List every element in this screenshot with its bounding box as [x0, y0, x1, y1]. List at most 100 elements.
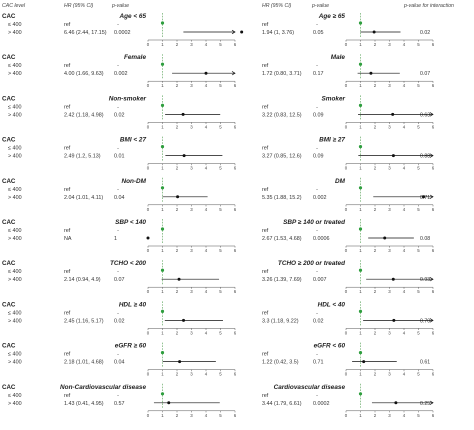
- panel-right: DM ref - 5.35 (1.88, 15.2) 0.002 0 1 2 3 4 5 6: [262, 177, 435, 212]
- x-tick-label: 4: [403, 124, 406, 129]
- estimate-point: [391, 277, 395, 281]
- x-tick-label: 2: [374, 207, 377, 212]
- cac-level-high: > 400: [8, 154, 22, 160]
- reference-point: [160, 186, 165, 190]
- header-hr-right: HR (95% CI): [262, 3, 292, 9]
- reference-point: [160, 103, 165, 107]
- x-tick-label: 1: [161, 248, 164, 253]
- p-cell: 0.09: [313, 154, 324, 160]
- x-tick-label: 0: [147, 413, 150, 418]
- x-tick-label: 2: [176, 413, 179, 418]
- cac-level-low: ≤ 400: [8, 352, 21, 358]
- panel-right: SBP ≥ 140 or treated ref - 2.67 (1.53, 4.68…: [262, 219, 435, 253]
- x-tick-label: 2: [374, 413, 377, 418]
- x-tick-label: 5: [219, 289, 222, 294]
- p-cell: 0.05: [313, 30, 324, 36]
- hr-cell-ref: ref: [262, 352, 269, 358]
- p-interaction-cell: 0.63: [420, 112, 430, 118]
- reference-point: [160, 392, 165, 396]
- x-tick-label: 3: [388, 166, 391, 171]
- header-p-right: p-value: [311, 3, 329, 9]
- reference-point: [160, 351, 165, 355]
- panel-left: Non-Cardiovascular disease ref - 1.43 (0.41…: [60, 383, 237, 418]
- x-tick-label: 4: [403, 166, 406, 171]
- estimate-point: [372, 30, 376, 34]
- forest-panels: CAC ≤ 400 > 400 0.02 Age < 65 ref - 6.46 (2.44,…: [2, 13, 435, 418]
- hr-cell: 2.49 (1.2, 5.13): [64, 154, 101, 160]
- cac-label: CAC: [2, 260, 16, 267]
- subgroup-label: SBP ≥ 140 or treated: [283, 219, 346, 226]
- reference-point: [358, 351, 363, 355]
- hr-cell-ref: ref: [262, 269, 269, 275]
- p-cell-ref: -: [117, 228, 119, 234]
- x-tick-label: 6: [432, 248, 435, 253]
- x-tick-label: 4: [403, 372, 406, 377]
- reference-point: [358, 309, 363, 313]
- p-cell-ref: -: [316, 393, 318, 399]
- x-tick-label: 6: [234, 124, 237, 129]
- x-tick-label: 6: [432, 413, 435, 418]
- hr-cell: 2.04 (1.01, 4.11): [64, 195, 103, 201]
- estimate-point: [146, 236, 150, 240]
- x-tick-label: 2: [176, 83, 179, 88]
- x-tick-label: 0: [147, 166, 150, 171]
- x-tick-label: 6: [234, 248, 237, 253]
- p-cell-ref: -: [117, 146, 119, 152]
- x-tick-label: 5: [219, 83, 222, 88]
- p-cell: 0.07: [114, 277, 125, 283]
- panel-right: TCHO ≥ 200 or treated ref - 3.26 (1.39, 7.6…: [262, 260, 435, 294]
- hr-cell-ref: ref: [262, 310, 269, 316]
- p-cell: 0.02: [114, 112, 125, 118]
- x-tick-label: 5: [219, 124, 222, 129]
- x-tick-label: 1: [359, 166, 362, 171]
- x-tick-label: 1: [359, 207, 362, 212]
- hr-cell: 2.67 (1.53, 4.68): [262, 236, 302, 242]
- x-tick-label: 2: [176, 124, 179, 129]
- x-tick-label: 2: [176, 248, 179, 253]
- forest-panel: CAC ≤ 400 > 400 0.63: [2, 95, 430, 118]
- x-tick-label: 6: [234, 166, 237, 171]
- cac-level-high: > 400: [8, 195, 22, 201]
- cac-label: CAC: [2, 178, 16, 185]
- cac-label: CAC: [2, 137, 16, 144]
- x-tick-label: 0: [345, 83, 348, 88]
- hr-cell-ref: ref: [64, 146, 71, 152]
- x-tick-label: 5: [417, 207, 420, 212]
- subgroup-label: eGFR ≥ 60: [115, 343, 147, 350]
- p-interaction-cell: 0.70: [420, 318, 430, 324]
- hr-cell-ref: ref: [262, 187, 269, 193]
- x-tick-label: 0: [345, 289, 348, 294]
- panel-left: eGFR ≥ 60 ref - 2.18 (1.01, 4.68) 0.04 0 1 2 3 4 5…: [64, 342, 237, 377]
- panel-left: Non-smoker ref - 2.42 (1.18, 4.98) 0.02 0 1 2 3 4…: [64, 95, 237, 129]
- x-tick-label: 5: [219, 248, 222, 253]
- estimate-point: [394, 401, 398, 405]
- x-tick-label: 4: [403, 42, 406, 47]
- subgroup-label: TCHO ≥ 200 or treated: [278, 260, 346, 267]
- p-cell: 0.04: [114, 195, 125, 201]
- x-tick-label: 5: [417, 166, 420, 171]
- estimate-point: [240, 30, 244, 34]
- x-tick-label: 3: [190, 124, 193, 129]
- x-tick-label: 6: [234, 83, 237, 88]
- reference-point: [160, 145, 165, 149]
- x-tick-label: 6: [432, 372, 435, 377]
- hr-cell-ref: ref: [262, 104, 269, 110]
- x-tick-label: 0: [147, 42, 150, 47]
- p-cell: 0.0006: [313, 236, 330, 242]
- reference-point: [358, 145, 363, 149]
- panel-left: HDL ≥ 40 ref - 2.45 (1.16, 5.17) 0.02 0 1 2 3 4 5 6: [64, 301, 237, 335]
- x-tick-label: 2: [176, 289, 179, 294]
- x-tick-label: 1: [359, 42, 362, 47]
- header-p-left: p-value: [111, 3, 129, 9]
- x-tick-label: 6: [234, 289, 237, 294]
- x-tick-label: 3: [190, 83, 193, 88]
- p-interaction-cell: 0.61: [420, 360, 430, 366]
- panel-right: Smoker ref - 3.22 (0.83, 12.5) 0.09 0 1 2 3 4 5 6: [262, 95, 435, 129]
- x-tick-label: 0: [345, 330, 348, 335]
- estimate-point: [182, 154, 186, 158]
- x-tick-label: 2: [176, 42, 179, 47]
- hr-cell: 4.00 (1.66, 9.63): [64, 71, 104, 77]
- x-tick-label: 4: [403, 83, 406, 88]
- p-cell: 1: [114, 236, 117, 242]
